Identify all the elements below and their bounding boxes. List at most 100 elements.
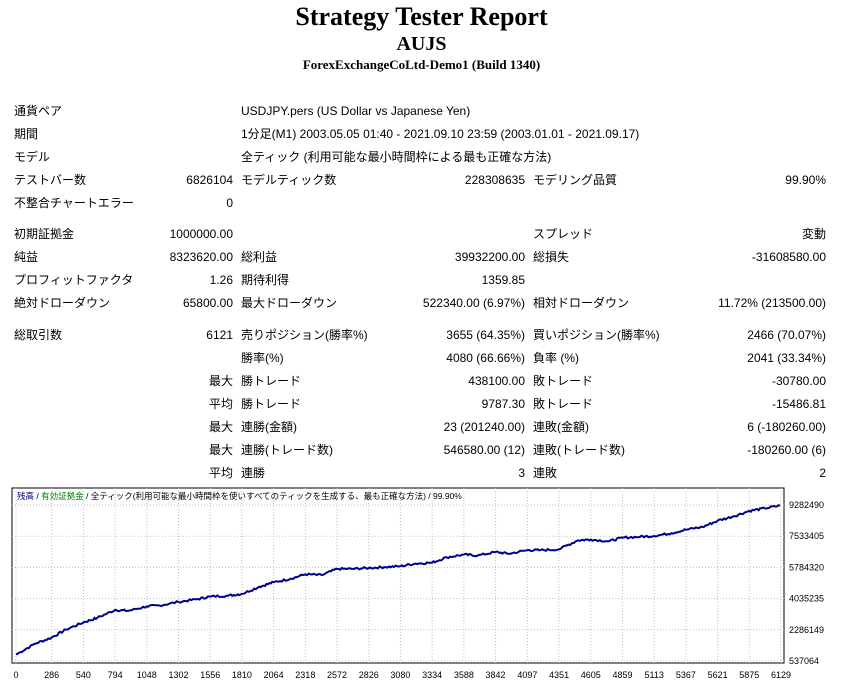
loss-label: 負率 (%) bbox=[533, 351, 579, 365]
pf-value: 1.26 bbox=[209, 273, 233, 287]
x-tick-label: 794 bbox=[108, 670, 123, 680]
cons-losses-money-value: 6 (-180260.00) bbox=[747, 420, 826, 434]
max-prefix: 最大 bbox=[208, 420, 233, 434]
spread-label: スプレッド bbox=[533, 227, 594, 241]
avg-prefix: 平均 bbox=[208, 397, 233, 411]
long-value: 2466 (70.07%) bbox=[747, 328, 826, 342]
period-value: 1分足(M1) 2003.05.05 01:40 - 2021.09.10 23… bbox=[241, 127, 640, 141]
total-trades-label: 総取引数 bbox=[14, 328, 63, 342]
x-tick-label: 3842 bbox=[486, 670, 506, 680]
loss-value: 2041 (33.34%) bbox=[747, 351, 826, 365]
largest-loss-label: 敗トレード bbox=[533, 374, 594, 388]
largest-loss-value: -30780.00 bbox=[771, 374, 826, 388]
y-axis-labels: 537064 2286149 4035235 5784320 7533405 928249… bbox=[789, 500, 824, 666]
win-value: 4080 (66.66%) bbox=[446, 351, 525, 365]
x-tick-label: 1810 bbox=[232, 670, 252, 680]
chart-grid bbox=[12, 488, 784, 663]
server-name: ForexExchangeCoLtd-Demo1 (Build 1340) bbox=[302, 57, 541, 72]
x-tick-label: 286 bbox=[44, 670, 59, 680]
total-trades-value: 6121 bbox=[206, 328, 233, 342]
short-label: 売りポジション(勝率%) bbox=[241, 328, 368, 342]
gross-profit-label: 総利益 bbox=[241, 250, 278, 264]
long-label: 買いポジション(勝率%) bbox=[533, 328, 660, 342]
legend-separator-2: / bbox=[84, 491, 91, 501]
period-label: 期間 bbox=[14, 127, 39, 141]
ticks-label: モデルティック数 bbox=[241, 173, 337, 187]
avg-cons-losses-value: 2 bbox=[819, 466, 826, 480]
cons-losses-count-label: 連敗(トレード数) bbox=[533, 443, 625, 457]
x-tick-label: 1556 bbox=[200, 670, 220, 680]
x-tick-label: 6129 bbox=[771, 670, 791, 680]
y-tick-label: 537064 bbox=[789, 656, 819, 666]
cons-wins-money-value: 23 (201240.00) bbox=[443, 420, 525, 434]
gross-profit-value: 39932200.00 bbox=[454, 250, 525, 264]
legend-margin: 有効証拠金 bbox=[41, 491, 84, 501]
gross-loss-label: 総損失 bbox=[533, 250, 570, 264]
x-tick-label: 5367 bbox=[676, 670, 696, 680]
report-title: Strategy Tester Report bbox=[295, 2, 548, 31]
x-tick-label: 5875 bbox=[739, 670, 759, 680]
chart-legend: 残高 / 有効証拠金 / 全ティック(利用可能な最小時間枠を使いすべてのティック… bbox=[17, 491, 462, 501]
cons-wins-count-value: 546580.00 (12) bbox=[443, 443, 525, 457]
expected-value: 1359.85 bbox=[481, 273, 525, 287]
avg-cons-wins-value: 3 bbox=[518, 466, 525, 480]
mismatch-label: 不整合チャートエラー bbox=[14, 196, 134, 210]
deposit-value: 1000000.00 bbox=[169, 227, 233, 241]
x-tick-label: 2318 bbox=[295, 670, 315, 680]
x-tick-label: 4605 bbox=[581, 670, 601, 680]
max2-prefix: 最大 bbox=[208, 443, 233, 457]
y-tick-label: 5784320 bbox=[789, 562, 824, 572]
x-tick-label: 3334 bbox=[422, 670, 442, 680]
x-tick-label: 0 bbox=[13, 670, 18, 680]
max-dd-label: 最大ドローダウン bbox=[241, 296, 338, 310]
chart-frame bbox=[11, 487, 785, 664]
bars-value: 6826104 bbox=[186, 173, 233, 187]
x-tick-label: 4859 bbox=[612, 670, 632, 680]
x-tick-label: 1048 bbox=[137, 670, 157, 680]
max-dd-value: 522340.00 (6.97%) bbox=[422, 296, 525, 310]
y-tick-label: 4035235 bbox=[789, 594, 824, 604]
largest-win-value: 438100.00 bbox=[468, 374, 525, 388]
symbol-value: USDJPY.pers (US Dollar vs Japanese Yen) bbox=[241, 104, 471, 118]
x-tick-label: 4351 bbox=[549, 670, 569, 680]
x-tick-label: 5113 bbox=[645, 670, 664, 680]
profit-value: 8323620.00 bbox=[169, 250, 233, 264]
x-axis-labels: 0 286 540 794 1048 1302 1556 1810 2064 2318 2572 28… bbox=[13, 670, 791, 680]
model-label: モデル bbox=[14, 150, 51, 164]
avg-cons-wins-label: 連勝 bbox=[241, 466, 266, 480]
cons-wins-count-label: 連勝(トレード数) bbox=[241, 443, 333, 457]
spread-value: 変動 bbox=[801, 227, 826, 241]
x-tick-label: 2572 bbox=[327, 670, 347, 680]
legend-balance: 残高 bbox=[17, 491, 34, 501]
legend-model: 全ティック(利用可能な最小時間枠を使いすべてのティックを生成する、最も正確な方法… bbox=[91, 491, 426, 501]
deposit-label: 初期証拠金 bbox=[14, 227, 75, 241]
expected-label: 期待利得 bbox=[241, 273, 290, 287]
x-tick-label: 2064 bbox=[264, 670, 284, 680]
y-tick-label: 9282490 bbox=[789, 500, 824, 510]
x-tick-label: 3080 bbox=[390, 670, 410, 680]
mismatch-value: 0 bbox=[226, 196, 233, 210]
abs-dd-label: 絶対ドローダウン bbox=[14, 296, 111, 310]
x-tick-label: 1302 bbox=[168, 670, 188, 680]
profit-label: 純益 bbox=[14, 250, 39, 264]
cons-losses-money-label: 連敗(金額) bbox=[533, 420, 589, 434]
largest-win-label: 勝トレード bbox=[241, 374, 302, 388]
rel-dd-value: 11.72% (213500.00) bbox=[718, 296, 826, 310]
y-tick-label: 2286149 bbox=[789, 625, 824, 635]
balance-chart: 537064 2286149 4035235 5784320 7533405 928249… bbox=[11, 487, 824, 680]
quality-value: 99.90% bbox=[785, 173, 826, 187]
win-label: 勝率(%) bbox=[241, 351, 284, 365]
legend-separator-3: / bbox=[426, 491, 433, 501]
short-value: 3655 (64.35%) bbox=[446, 328, 525, 342]
x-tick-label: 540 bbox=[76, 670, 91, 680]
x-tick-label: 2826 bbox=[359, 670, 379, 680]
x-tick-label: 5621 bbox=[708, 670, 728, 680]
largest-prefix: 最大 bbox=[208, 374, 233, 388]
balance-series-line bbox=[15, 504, 781, 656]
avg-loss-label: 敗トレード bbox=[533, 397, 594, 411]
legend-separator-1: / bbox=[34, 491, 41, 501]
x-tick-label: 4097 bbox=[517, 670, 537, 680]
expert-name: AUJS bbox=[396, 33, 447, 55]
rel-dd-label: 相対ドローダウン bbox=[533, 296, 630, 310]
avg-loss-value: -15486.81 bbox=[771, 397, 826, 411]
